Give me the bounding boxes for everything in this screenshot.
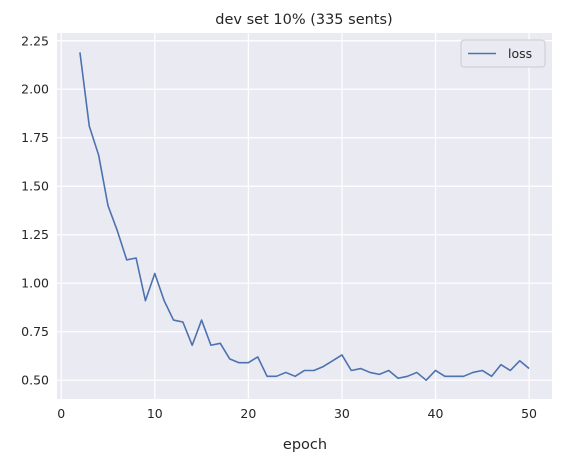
- plot-area: [57, 33, 552, 399]
- y-tick-label: 2.00: [21, 82, 49, 97]
- x-tick-label: 10: [147, 406, 163, 421]
- legend-label: loss: [508, 46, 532, 61]
- x-axis-label: epoch: [283, 437, 327, 453]
- y-tick-label: 0.50: [21, 373, 49, 388]
- x-tick-label: 20: [240, 406, 256, 421]
- y-tick-label: 1.75: [21, 130, 49, 145]
- series-layer: [79, 52, 530, 381]
- y-tick-label: 1.25: [21, 227, 49, 242]
- chart-title: dev set 10% (335 sents): [215, 12, 392, 28]
- x-axis-ticks: 0 10 20 30 40 50: [57, 406, 537, 421]
- y-axis-ticks: 0.50 0.75 1.00 1.25 1.50 1.75 2.00 2.25: [21, 33, 49, 387]
- y-tick-label: 0.75: [21, 324, 49, 339]
- x-tick-label: 30: [334, 406, 350, 421]
- x-tick-label: 40: [428, 406, 444, 421]
- y-tick-label: 2.25: [21, 33, 49, 48]
- y-tick-label: 1.50: [21, 179, 49, 194]
- series-line-loss: [79, 52, 530, 381]
- legend: loss: [460, 39, 546, 68]
- y-tick-label: 1.00: [21, 276, 49, 291]
- legend-box: [460, 39, 546, 68]
- x-tick-label: 0: [57, 406, 65, 421]
- x-tick-label: 50: [521, 406, 537, 421]
